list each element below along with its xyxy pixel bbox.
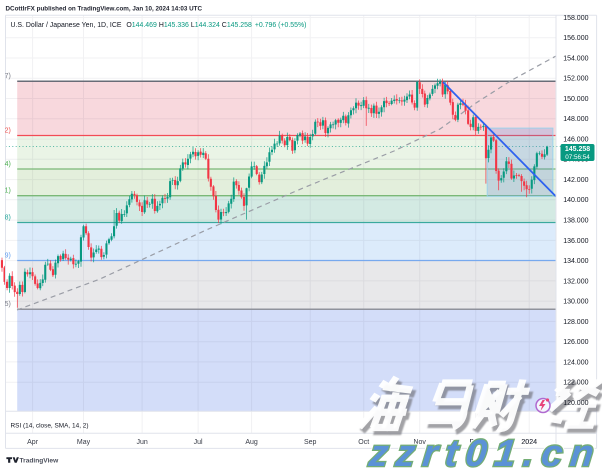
svg-text:136.000: 136.000 — [563, 238, 588, 245]
svg-text:138.000: 138.000 — [563, 218, 588, 225]
svg-text:5): 5) — [5, 301, 11, 308]
svg-text:9): 9) — [5, 253, 11, 260]
svg-text:zzrt01.cn: zzrt01.cn — [366, 433, 602, 470]
svg-text:Dec: Dec — [469, 439, 482, 446]
svg-text:DCottlrFX published on Trading: DCottlrFX published on TradingView.com, … — [6, 6, 203, 13]
svg-text:Oct: Oct — [358, 439, 369, 446]
svg-text:2024: 2024 — [521, 439, 537, 446]
svg-text:8): 8) — [5, 215, 11, 222]
svg-text:134.000: 134.000 — [563, 258, 588, 265]
svg-text:07:56:54: 07:56:54 — [565, 154, 590, 161]
svg-text:Jul: Jul — [194, 439, 203, 446]
svg-text:Sep: Sep — [304, 439, 317, 446]
svg-text:146.000: 146.000 — [563, 137, 588, 144]
svg-text:148.000: 148.000 — [563, 116, 588, 123]
svg-text:130.000: 130.000 — [563, 299, 588, 306]
svg-text:4): 4) — [5, 161, 11, 168]
svg-text:Jun: Jun — [136, 439, 147, 446]
svg-text:U.S. Dollar / Japanese Yen, 1D: U.S. Dollar / Japanese Yen, 1D, ICE O144… — [11, 22, 307, 29]
svg-text:May: May — [77, 439, 91, 446]
svg-text:122.000: 122.000 — [563, 380, 588, 387]
svg-text:140.000: 140.000 — [563, 197, 588, 204]
svg-text:120.000: 120.000 — [563, 400, 588, 407]
svg-text:154.000: 154.000 — [563, 55, 588, 62]
svg-text:zzrt01.cn: zzrt01.cn — [366, 433, 602, 470]
svg-text:Nov: Nov — [413, 439, 426, 446]
svg-text:150.000: 150.000 — [563, 96, 588, 103]
svg-text:152.000: 152.000 — [563, 76, 588, 83]
svg-text:RSI (14, close, SMA, 14, 2): RSI (14, close, SMA, 14, 2) — [11, 422, 89, 429]
svg-text:126.000: 126.000 — [563, 339, 588, 346]
svg-text:145.258: 145.258 — [565, 146, 590, 153]
svg-text:124.000: 124.000 — [563, 359, 588, 366]
svg-text:158.000: 158.000 — [563, 15, 588, 22]
svg-text:132.000: 132.000 — [563, 278, 588, 285]
svg-text:1): 1) — [5, 188, 11, 195]
svg-text:128.000: 128.000 — [563, 319, 588, 326]
svg-text:zzrt01.cn: zzrt01.cn — [366, 433, 602, 470]
svg-text:7): 7) — [5, 73, 11, 80]
svg-text:2024: 2024 — [521, 439, 537, 446]
svg-text:2): 2) — [5, 128, 11, 135]
svg-text:Dec: Dec — [469, 439, 482, 446]
svg-text:Aug: Aug — [245, 439, 258, 446]
svg-text:156.000: 156.000 — [563, 35, 588, 42]
svg-text:142.000: 142.000 — [563, 177, 588, 184]
svg-text:TradingView: TradingView — [20, 458, 60, 465]
svg-text:Apr: Apr — [27, 439, 39, 446]
